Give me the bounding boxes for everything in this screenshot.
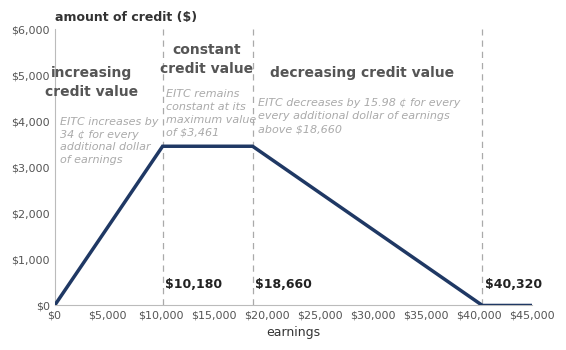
Text: constant
credit value: constant credit value xyxy=(160,43,253,76)
Text: $10,180: $10,180 xyxy=(165,278,222,291)
Text: $40,320: $40,320 xyxy=(484,278,542,291)
Text: EITC increases by
34 ¢ for every
additional dollar
of earnings: EITC increases by 34 ¢ for every additio… xyxy=(60,117,158,165)
X-axis label: earnings: earnings xyxy=(266,326,320,339)
Text: decreasing credit value: decreasing credit value xyxy=(270,66,454,80)
Text: $18,660: $18,660 xyxy=(255,278,312,291)
Text: amount of credit ($): amount of credit ($) xyxy=(54,11,197,24)
Text: EITC decreases by 15.98 ¢ for every
every additional dollar of earnings
above $1: EITC decreases by 15.98 ¢ for every ever… xyxy=(258,98,461,134)
Text: increasing
credit value: increasing credit value xyxy=(45,66,138,99)
Text: EITC remains
constant at its
maximum value
of $3,461: EITC remains constant at its maximum val… xyxy=(166,89,256,138)
